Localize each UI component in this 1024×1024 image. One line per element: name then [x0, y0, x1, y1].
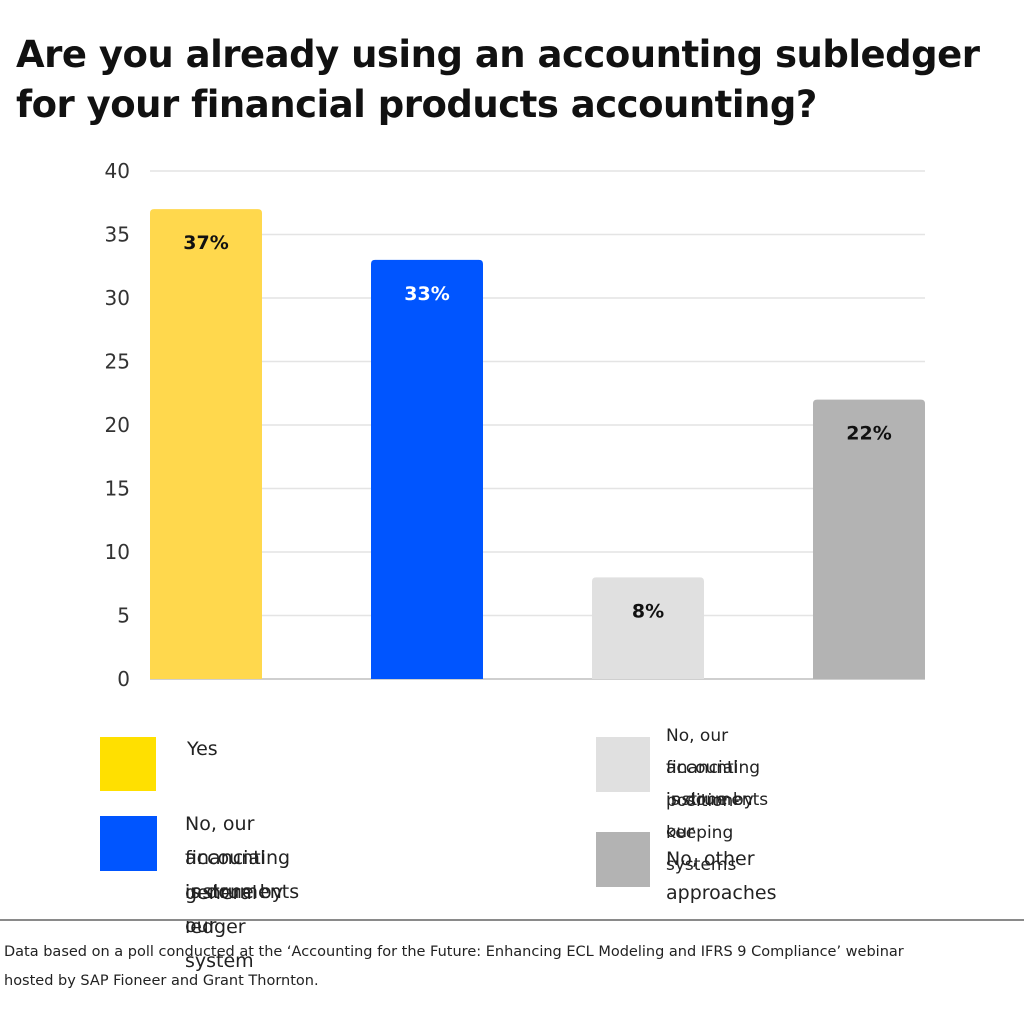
y-tick-label: 25 — [105, 350, 130, 374]
bar-data-label: 37% — [183, 232, 228, 254]
legend-swatch-other — [596, 832, 650, 887]
footer-divider — [0, 919, 1024, 921]
y-tick-label: 40 — [105, 159, 130, 183]
legend-label-position-keeping-line-3: position-keeping systems — [666, 791, 740, 875]
bar-data-label: 33% — [404, 283, 449, 305]
chart-title-line-2: for your financial products accounting? — [16, 83, 817, 126]
legend-label-position-keeping-line-1: No, our financial instruments — [666, 726, 769, 810]
legend-swatch-yes — [100, 737, 156, 791]
y-tick-label: 10 — [105, 540, 130, 564]
bar — [150, 209, 262, 679]
legend-label-general-ledger-line-2: accounting is done by our — [185, 847, 291, 937]
bar — [592, 577, 704, 679]
footnote-line-1: Data based on a poll conducted at the ‘A… — [4, 944, 904, 960]
legend-swatch-position-keeping — [596, 737, 650, 792]
y-tick-label: 35 — [105, 223, 130, 247]
legend-label-yes: Yes — [187, 738, 218, 760]
bar-data-label: 22% — [846, 423, 891, 445]
legend-label-position-keeping-line-2: accounting is done by our — [666, 758, 761, 842]
legend-label-general-ledger-line-3: general ledger system — [185, 882, 258, 972]
bar — [813, 399, 925, 679]
bar-data-label: 8% — [632, 600, 664, 622]
y-tick-label: 0 — [117, 667, 130, 691]
bar — [371, 259, 483, 679]
legend-swatch-general-ledger — [100, 816, 157, 871]
legend-label-general-ledger-line-1: No, our financial instruments — [185, 813, 300, 903]
y-tick-label: 30 — [105, 286, 130, 310]
footnote: Data based on a poll conducted at the ‘A… — [4, 938, 1019, 996]
y-tick-label: 20 — [105, 413, 130, 437]
y-tick-label: 15 — [105, 477, 130, 501]
footnote-line-2: hosted by SAP Fioneer and Grant Thornton… — [4, 973, 319, 989]
y-tick-label: 5 — [117, 604, 130, 628]
chart-title-line-1: Are you already using an accounting subl… — [16, 33, 980, 76]
chart-title: Are you already using an accounting subl… — [16, 30, 1016, 130]
legend-label-other: No, other approaches — [666, 848, 777, 904]
